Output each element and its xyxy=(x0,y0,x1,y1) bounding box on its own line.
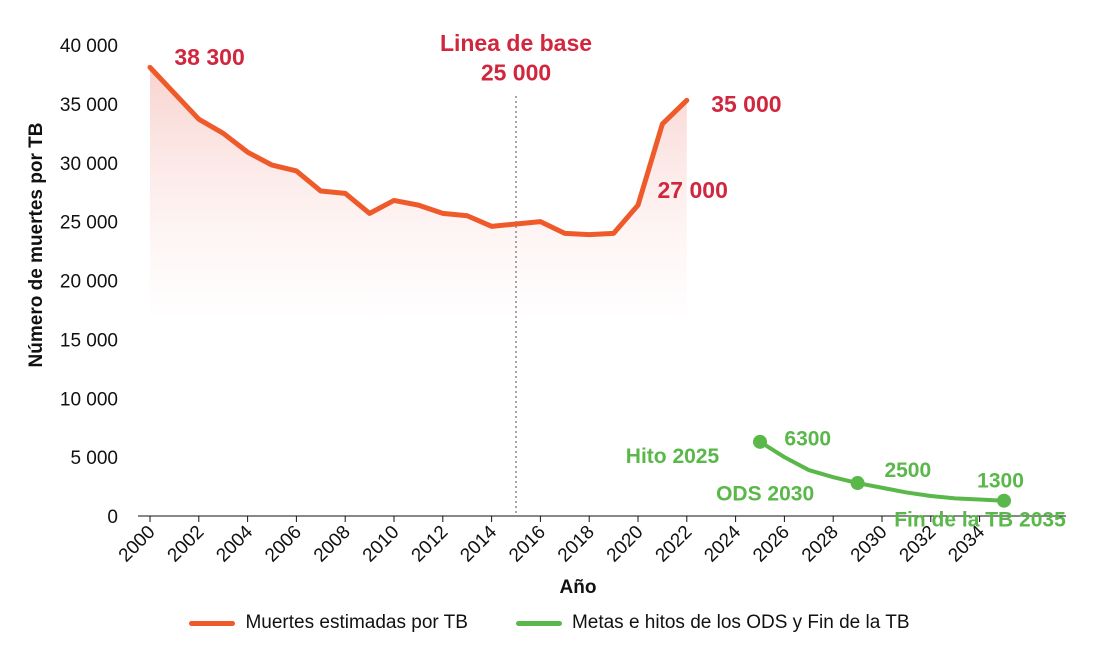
legend-item-targets: Metas e hitos de los ODS y Fin de la TB xyxy=(515,612,910,634)
legend-swatch-targets xyxy=(515,620,562,626)
annotation-label: Fin de la TB 2035 xyxy=(894,509,1066,532)
x-tick-label: 2010 xyxy=(359,522,404,567)
x-tick-label: 2024 xyxy=(700,521,745,566)
annotation-label: 25 000 xyxy=(481,59,551,85)
annotation-label: 27 000 xyxy=(658,177,728,203)
annotation-label: ODS 2030 xyxy=(716,483,814,506)
y-tick-label: 10 000 xyxy=(60,389,118,410)
x-tick-label: 2016 xyxy=(505,522,550,567)
y-tick-label: 5 000 xyxy=(70,448,118,469)
legend-swatch-estimated xyxy=(189,620,236,626)
y-axis-title: Número de muertes por TB xyxy=(26,123,47,368)
x-tick-label: 2014 xyxy=(456,521,501,566)
targets-line xyxy=(758,439,1006,503)
x-axis-title: Año xyxy=(560,577,597,598)
x-tick-label: 2026 xyxy=(749,522,794,567)
legend-label-estimated: Muertes estimadas por TB xyxy=(245,612,468,633)
y-tick-label: 0 xyxy=(107,507,118,528)
y-tick-label: 15 000 xyxy=(60,330,118,351)
annotation-label: 38 300 xyxy=(174,44,244,70)
y-tick-label: 40 000 xyxy=(60,36,118,57)
estimated-area xyxy=(150,67,687,316)
annotation-label: 2500 xyxy=(884,459,931,482)
target-marker xyxy=(997,493,1011,508)
annotation-label: 35 000 xyxy=(711,91,781,117)
estimated-line xyxy=(147,64,690,238)
legend-label-targets: Metas e hitos de los ODS y Fin de la TB xyxy=(571,612,910,633)
x-tick-label: 2006 xyxy=(261,522,306,567)
y-tick-label: 20 000 xyxy=(60,272,118,293)
y-tick-label: 25 000 xyxy=(60,213,118,234)
annotation-label: 6300 xyxy=(784,427,831,450)
x-tick-label: 2030 xyxy=(847,522,892,567)
legend-item-estimated: Muertes estimadas por TB xyxy=(189,612,468,634)
x-tick-label: 2022 xyxy=(652,522,697,567)
legend: Muertes estimadas por TB Metas e hitos d… xyxy=(0,612,1099,634)
x-tick-label: 2028 xyxy=(798,522,843,567)
x-tick-label: 2008 xyxy=(310,522,355,567)
annotation-label: Linea de base xyxy=(440,30,592,56)
x-tick-label: 2012 xyxy=(408,522,453,567)
annotation-label: 1300 xyxy=(977,470,1024,493)
x-tick-label: 2000 xyxy=(115,522,160,567)
y-tick-label: 35 000 xyxy=(60,95,118,116)
target-marker xyxy=(850,476,865,491)
annotation-label: Hito 2025 xyxy=(626,445,720,468)
y-tick-label: 30 000 xyxy=(60,154,118,175)
target-marker xyxy=(753,434,767,449)
x-tick-label: 2002 xyxy=(164,522,209,567)
x-tick-label: 2020 xyxy=(603,522,648,567)
x-tick-label: 2018 xyxy=(554,522,599,567)
x-tick-label: 2004 xyxy=(212,521,257,566)
